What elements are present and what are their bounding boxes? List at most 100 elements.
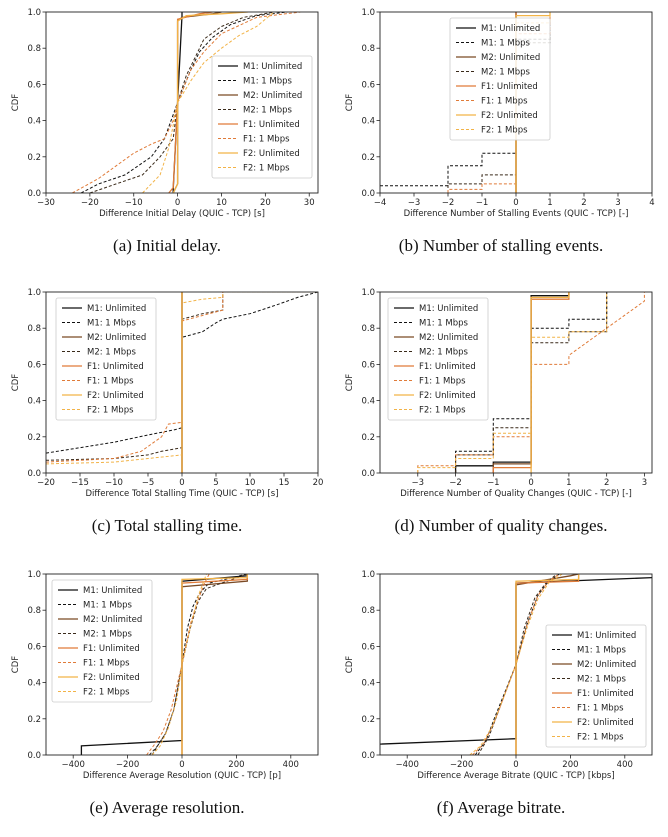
series-line-4: [89, 12, 275, 193]
y-axis-label: CDF: [11, 656, 21, 673]
axes-frame: [379, 291, 653, 474]
series-line-6: [417, 292, 645, 473]
legend-label: M2: Unlimited: [577, 660, 636, 670]
x-tick-label: −200: [450, 760, 473, 770]
y-tick-label: 0.2: [27, 433, 41, 443]
x-tick-label: 400: [283, 760, 299, 770]
x-axis-label: Difference Initial Delay (QUIC - TCP) [s…: [99, 209, 265, 219]
x-tick-label: 0: [513, 760, 518, 770]
chart-panel-6: −400 −200 0 200 400 0.0 0.2 0.4 0.6 0.8 1.0 Differe…: [334, 562, 668, 837]
y-axis-label: CDF: [11, 374, 21, 391]
y-tick-label: 1.0: [27, 8, 41, 18]
x-tick-label: 200: [562, 760, 578, 770]
legend-label: F1: Unlimited: [87, 362, 144, 372]
legend-label: F1: Unlimited: [577, 689, 634, 699]
x-tick-label: 0: [175, 198, 180, 208]
legend-label: M2: Unlimited: [87, 333, 146, 343]
x-tick-label: −20: [81, 198, 99, 208]
legend-label: M1: Unlimited: [419, 304, 478, 314]
x-tick-label: 1: [566, 478, 571, 488]
legend-label: F1: Unlimited: [481, 82, 538, 92]
x-tick-label: −1: [476, 198, 489, 208]
x-tick-label: 200: [228, 760, 244, 770]
legend-label: F2: 1 Mbps: [83, 688, 130, 698]
x-axis-label: Difference Average Bitrate (QUIC - TCP) …: [417, 771, 614, 781]
legend-label: M1: 1 Mbps: [87, 319, 137, 329]
legend-label: F1: 1 Mbps: [243, 135, 290, 145]
x-tick-label: −200: [116, 760, 139, 770]
chart-svg: −30 −20 −10 0 10 20 30 0.0 0.2 0.4 0.6 0.8 1.0 Differ…: [11, 8, 319, 219]
legend-label: M1: 1 Mbps: [577, 646, 627, 656]
legend-label: M1: Unlimited: [577, 631, 636, 641]
legend-label: F1: Unlimited: [243, 120, 300, 130]
figure-caption: (d) Number of quality changes.: [394, 516, 608, 535]
x-tick-label: 5: [213, 478, 218, 488]
x-tick-label: 0: [513, 198, 518, 208]
chart-panel-5: −400 −200 0 200 400 0.0 0.2 0.4 0.6 0.8 1.0 Differe…: [0, 562, 334, 837]
y-tick-label: 0.2: [27, 153, 41, 163]
series-line-7: [530, 292, 570, 473]
legend-label: F2: Unlimited: [87, 391, 144, 401]
y-tick-label: 1.0: [361, 570, 375, 580]
legend-label: M1: Unlimited: [87, 304, 146, 314]
series-line-8: [151, 574, 207, 755]
x-tick-label: −5: [142, 478, 155, 488]
legend-label: F1: 1 Mbps: [83, 659, 130, 669]
legend-label: M1: 1 Mbps: [83, 601, 133, 611]
y-tick-label: 1.0: [27, 288, 41, 298]
legend-label: F1: 1 Mbps: [577, 704, 624, 714]
series-line-4: [149, 574, 248, 755]
x-tick-label: −10: [125, 198, 143, 208]
x-axis-label: Difference Number of Quality Changes (QU…: [400, 489, 632, 499]
x-tick-label: −400: [62, 760, 85, 770]
series-line-6: [146, 574, 210, 755]
legend-label: M1: 1 Mbps: [419, 319, 469, 329]
legend-label: M2: 1 Mbps: [577, 675, 627, 685]
legend-label: M2: Unlimited: [419, 333, 478, 343]
x-tick-label: 15: [279, 478, 290, 488]
legend: M1: Unlimited M1: 1 Mbps M2: Unlimited M2: …: [545, 624, 647, 748]
legend: M1: Unlimited M1: 1 Mbps M2: Unlimited M2: …: [211, 55, 313, 179]
chart-svg: −4 −3 −2 −1 0 1 2 3 4 0.0 0.2 0.4 0.6 0.8 1.0 Differenc…: [345, 8, 655, 219]
chart-svg: −3 −2 −1 0 1 2 3 0.0 0.2 0.4 0.6 0.8 1.0 Difference N…: [345, 288, 653, 499]
chart-panel-1: −30 −20 −10 0 10 20 30 0.0 0.2 0.4 0.6 0.8 1.0 Differ…: [0, 0, 334, 275]
legend: M1: Unlimited M1: 1 Mbps M2: Unlimited M2: …: [387, 297, 489, 421]
y-tick-label: 0.0: [27, 751, 41, 761]
x-tick-label: 400: [617, 760, 633, 770]
x-tick-label: 3: [642, 478, 647, 488]
legend: M1: Unlimited M1: 1 Mbps M2: Unlimited M2: …: [51, 579, 153, 703]
y-tick-label: 0.4: [27, 679, 41, 689]
y-axis-label: CDF: [345, 656, 355, 673]
chart-panel-2: −4 −3 −2 −1 0 1 2 3 4 0.0 0.2 0.4 0.6 0.8 1.0 Differenc…: [334, 0, 668, 275]
figure-caption: (a) Initial delay.: [113, 236, 221, 255]
y-tick-label: 0.2: [361, 433, 375, 443]
legend-label: M2: 1 Mbps: [243, 106, 293, 116]
legend-label: M2: Unlimited: [481, 53, 540, 63]
x-tick-label: 30: [304, 198, 315, 208]
y-axis-label: CDF: [345, 374, 355, 391]
legend-label: M1: Unlimited: [83, 586, 142, 596]
series-line-3: [181, 574, 248, 755]
x-tick-label: −1: [487, 478, 500, 488]
x-tick-label: −3: [408, 198, 421, 208]
y-tick-label: 0.6: [361, 80, 375, 90]
y-tick-label: 0.4: [361, 679, 375, 689]
legend-label: F1: Unlimited: [419, 362, 476, 372]
y-tick-label: 0.8: [361, 324, 375, 334]
x-tick-label: −15: [71, 478, 89, 488]
legend: M1: Unlimited M1: 1 Mbps M2: Unlimited M2: …: [449, 17, 551, 141]
chart-panel-3: −20 −15 −10 −5 0 5 10 15 20 0.0 0.2 0.4 0.6 0.8 1.0 Dif…: [0, 280, 334, 555]
legend-label: M2: 1 Mbps: [481, 68, 531, 78]
x-axis-label: Difference Average Resolution (QUIC - TC…: [83, 771, 281, 781]
y-tick-label: 0.6: [361, 642, 375, 652]
y-tick-label: 1.0: [361, 288, 375, 298]
x-tick-label: 20: [313, 478, 324, 488]
legend-label: M2: 1 Mbps: [419, 348, 469, 358]
y-tick-label: 0.6: [361, 360, 375, 370]
x-tick-label: 0: [179, 760, 184, 770]
x-tick-label: −20: [37, 478, 55, 488]
x-tick-label: 4: [649, 198, 654, 208]
series-line-7: [172, 12, 248, 193]
series-line-4: [455, 292, 608, 473]
x-tick-label: −3: [412, 478, 425, 488]
